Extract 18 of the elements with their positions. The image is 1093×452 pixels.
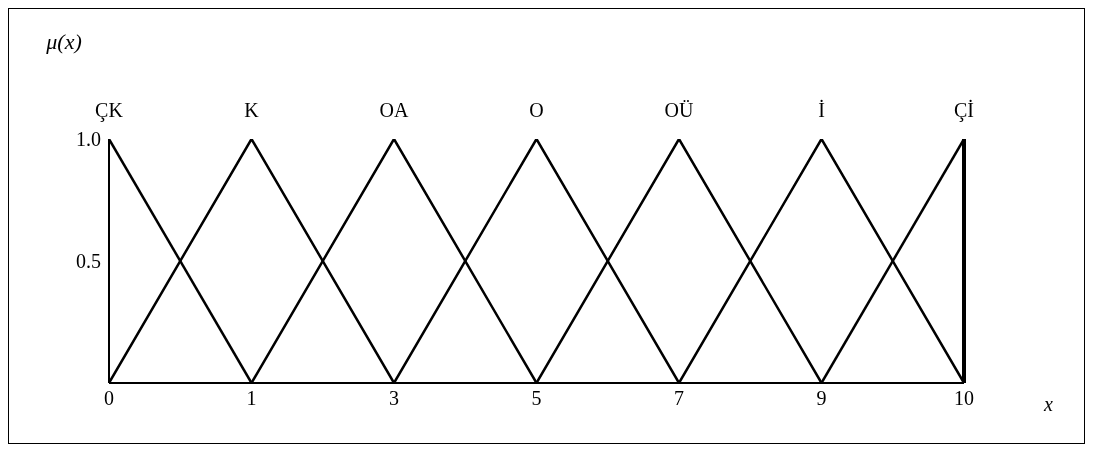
y-axis-title: μ(x) — [45, 29, 82, 54]
series-label: K — [244, 99, 260, 121]
series-label: ÇK — [95, 99, 124, 122]
x-tick-label: 10 — [954, 387, 974, 410]
y-tick-label: 1.0 — [76, 128, 101, 151]
x-tick-label: 3 — [389, 387, 399, 410]
x-axis-title: x — [1043, 393, 1053, 416]
x-tick-label: 7 — [674, 387, 684, 410]
x-tick-label: 9 — [816, 387, 827, 410]
x-tick-label: 1 — [246, 387, 257, 410]
series-label: O — [529, 99, 544, 121]
x-tick-label: 0 — [104, 387, 114, 410]
y-tick-label: 0.5 — [76, 250, 101, 273]
series-label: İ — [818, 99, 825, 121]
series-label: Çİ — [954, 99, 974, 122]
series-label: OA — [379, 99, 409, 121]
x-tick-label: 5 — [531, 387, 542, 410]
series-label: OÜ — [664, 99, 694, 121]
